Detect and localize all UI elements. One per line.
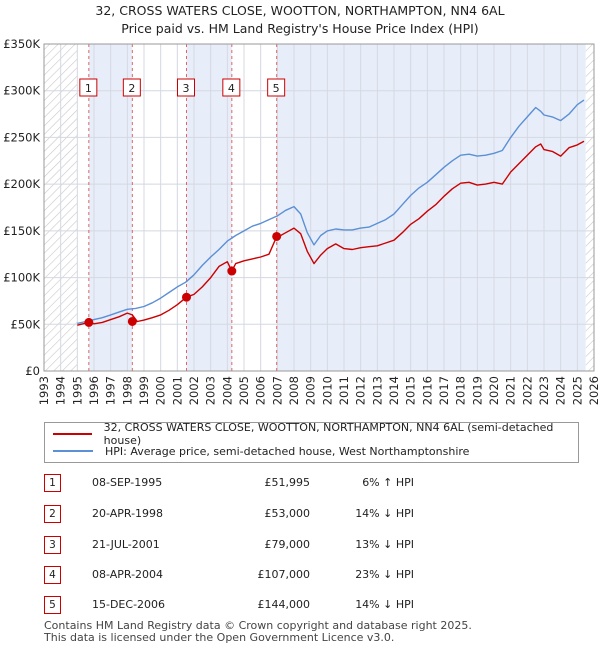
sale-number-label: 3: [183, 82, 190, 95]
transaction-price: £79,000: [264, 538, 311, 551]
y-tick-label: £250K: [3, 130, 40, 144]
sale-number-label: 2: [128, 82, 135, 95]
transaction-row: 1 08-SEP-1995 £51,995 6% ↑ HPI: [44, 474, 414, 494]
sale-number-box: [267, 78, 286, 97]
sale-point: [227, 266, 237, 276]
x-tick-label: 1998: [120, 376, 134, 405]
sale-number-box: [222, 78, 241, 97]
transaction-date: 08-SEP-1995: [92, 476, 163, 489]
y-tick-label: £200K: [3, 177, 40, 191]
transaction-hpi: 13% ↓ HPI: [355, 538, 414, 551]
x-tick-label: 2004: [220, 376, 234, 405]
sale-point: [272, 231, 282, 241]
legend-label-hpi: HPI: Average price, semi-detached house,…: [105, 444, 470, 458]
x-tick-label: 2015: [404, 376, 418, 405]
sale-number-box: [79, 78, 98, 97]
x-tick-label: 1995: [70, 376, 84, 405]
transaction-price: £53,000: [264, 507, 311, 520]
sale-number-label: 5: [273, 82, 280, 95]
x-tick-label: 2007: [270, 376, 284, 405]
x-tick-label: 2023: [537, 376, 551, 405]
x-tick-label: 1993: [37, 376, 51, 405]
transaction-badge: 4: [44, 566, 61, 584]
sale-point: [182, 292, 191, 302]
transaction-hpi: 23% ↓ HPI: [355, 568, 414, 581]
x-tick-label: 2016: [420, 376, 434, 405]
hpi-series-line: [77, 99, 585, 325]
x-tick-label: 2020: [487, 376, 501, 405]
transaction-badge: 3: [44, 536, 61, 554]
legend-label-property: 32, CROSS WATERS CLOSE, WOOTTON, NORTHAM…: [103, 421, 554, 447]
transaction-date: 15-DEC-2006: [92, 598, 166, 611]
x-tick-label: 1996: [87, 376, 101, 405]
transaction-hpi: 14% ↓ HPI: [355, 598, 414, 611]
transaction-row: 5 15-DEC-2006 £144,000 14% ↓ HPI: [44, 596, 414, 616]
footer-copyright: Contains HM Land Registry data © Crown c…: [44, 619, 472, 632]
transaction-price: £107,000: [257, 568, 311, 581]
chart-subtitle: Price paid vs. HM Land Registry's House …: [121, 21, 479, 36]
transaction-price: £144,000: [257, 598, 311, 611]
x-tick-label: 2005: [237, 376, 251, 405]
transaction-price: £51,995: [264, 476, 311, 489]
transaction-badge: 5: [44, 596, 61, 614]
legend-item-hpi: HPI: Average price, semi-detached house,…: [53, 443, 469, 459]
x-tick-label: 2013: [370, 376, 384, 405]
y-tick-label: £150K: [3, 224, 40, 238]
transaction-hpi: 14% ↓ HPI: [355, 507, 414, 520]
footer-licence: This data is licensed under the Open Gov…: [44, 631, 395, 644]
x-tick-label: 2018: [454, 376, 468, 405]
legend-swatch-property: [53, 433, 92, 435]
sale-number-label: 4: [228, 82, 235, 95]
x-tick-label: 1994: [54, 376, 68, 405]
x-tick-label: 2003: [204, 376, 218, 405]
x-tick-label: 2024: [554, 376, 568, 405]
x-tick-label: 2012: [354, 376, 368, 405]
x-tick-label: 2025: [570, 376, 584, 405]
chart-title: 32, CROSS WATERS CLOSE, WOOTTON, NORTHAM…: [95, 3, 505, 18]
transaction-hpi: 6% ↑ HPI: [362, 476, 414, 489]
x-tick-label: 2026: [587, 376, 600, 405]
x-tick-label: 2017: [437, 376, 451, 405]
x-tick-label: 1997: [104, 376, 118, 405]
transaction-row: 4 08-APR-2004 £107,000 23% ↓ HPI: [44, 566, 414, 586]
x-tick-label: 1999: [137, 376, 151, 405]
transaction-badge: 2: [44, 505, 61, 523]
price-chart: £0 £50K £100K £150K £200K £250K £300K £350K 1993…: [3, 37, 600, 405]
x-tick-label: 2014: [387, 376, 401, 405]
x-tick-label: 2001: [170, 376, 184, 405]
sale-number-box: [122, 78, 141, 97]
transaction-badge: 1: [44, 474, 61, 492]
y-tick-label: £350K: [3, 37, 40, 51]
transaction-date: 20-APR-1998: [92, 507, 164, 520]
hatched-region-right: [585, 44, 594, 371]
x-tick-label: 2011: [337, 376, 351, 405]
y-tick-label: £50K: [11, 317, 41, 331]
sale-number-label: 1: [85, 82, 92, 95]
sale-point: [84, 317, 94, 327]
sale-point: [127, 316, 137, 326]
sale-number-box: [177, 78, 195, 97]
y-tick-label: £100K: [3, 271, 40, 285]
x-tick-label: 2006: [254, 376, 268, 405]
x-tick-label: 2008: [287, 376, 301, 405]
transaction-date: 21-JUL-2001: [92, 538, 160, 551]
transaction-date: 08-APR-2004: [92, 568, 164, 581]
legend: 32, CROSS WATERS CLOSE, WOOTTON, NORTHAM…: [44, 421, 579, 463]
plot-frame: [43, 43, 595, 372]
x-tick-label: 2022: [520, 376, 534, 405]
legend-item-property: 32, CROSS WATERS CLOSE, WOOTTON, NORTHAM…: [53, 421, 578, 447]
transaction-row: 2 20-APR-1998 £53,000 14% ↓ HPI: [44, 505, 414, 525]
x-tick-label: 2000: [154, 376, 168, 405]
transaction-row: 3 21-JUL-2001 £79,000 13% ↓ HPI: [44, 536, 414, 556]
x-tick-label: 2002: [187, 376, 201, 405]
legend-swatch-hpi: [53, 450, 93, 452]
x-tick-label: 2021: [504, 376, 518, 405]
x-tick-label: 2019: [470, 376, 484, 405]
y-tick-label: £300K: [3, 84, 40, 98]
property-series-line: [77, 140, 585, 326]
y-tick-label: £0: [25, 364, 40, 378]
x-tick-label: 2009: [304, 376, 318, 405]
x-tick-label: 2010: [320, 376, 334, 405]
